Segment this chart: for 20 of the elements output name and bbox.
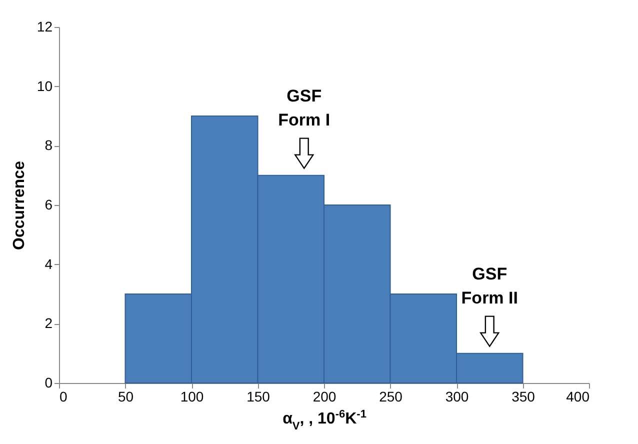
x-tick-label: 100 [180, 388, 204, 404]
x-tick-label: 50 [118, 388, 134, 404]
y-tick-label: 2 [44, 315, 53, 332]
x-tick-label: 250 [379, 388, 403, 404]
y-tick-label: 4 [44, 256, 53, 272]
y-tick-label: 0 [44, 374, 53, 390]
annotation: GSF Form II [461, 264, 518, 308]
y-tick-label: 8 [44, 137, 53, 154]
annotation: GSF Form I [278, 86, 330, 130]
x-tick-label: 150 [246, 388, 270, 404]
x-axis-title: α$_{V}$, , 10$^{-6}$K$^{-1}$ [282, 408, 366, 432]
x-tick-label: 350 [512, 388, 536, 404]
y-tick-label: 6 [44, 196, 53, 212]
y-axis-title: Occurrence [10, 160, 28, 250]
y-tick-label: 12 [36, 18, 53, 34]
x-tick-label: 0 [60, 388, 68, 404]
x-tick-label: 400 [566, 388, 590, 404]
x-tick-label: 300 [445, 388, 469, 404]
x-tick-label: 200 [312, 388, 336, 404]
y-tick-label: 10 [36, 78, 53, 94]
